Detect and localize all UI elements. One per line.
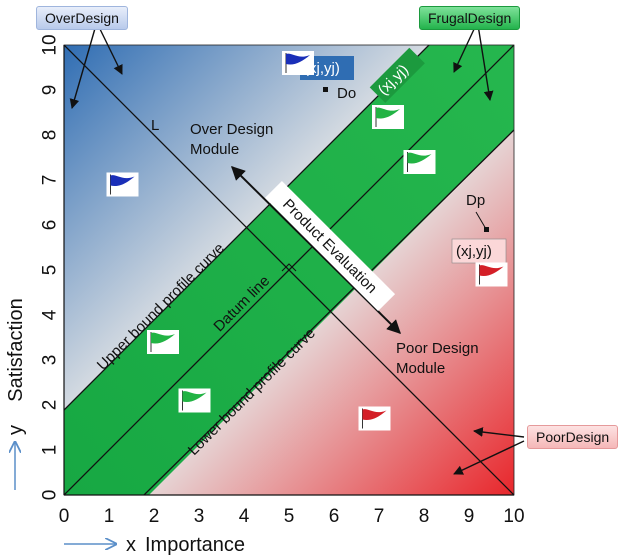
y-tick-label: 0 — [40, 490, 61, 501]
y-tick-label: 3 — [40, 355, 61, 366]
poor-arrow-2 — [453, 440, 525, 475]
flag-green — [403, 150, 436, 174]
flag-red — [358, 406, 391, 431]
y-tick-label: 8 — [40, 130, 61, 141]
line-l-label: L — [151, 117, 159, 134]
product-evaluation-arrow — [231, 166, 401, 334]
dp-point — [484, 227, 489, 232]
y-tick-label: 5 — [40, 265, 61, 276]
overdesign-arrow-2 — [97, 24, 123, 75]
x-tick-label: 4 — [239, 506, 250, 527]
dp-leader — [475, 211, 487, 230]
x-tick-labels: 0 1 2 3 4 5 6 7 8 9 10 — [59, 506, 525, 527]
x-tick-label: 2 — [149, 506, 160, 527]
y-tick-label: 10 — [40, 34, 61, 55]
do-label: Do — [337, 85, 356, 102]
x-tick-label: 9 — [464, 506, 475, 527]
x-tick-label: 1 — [104, 506, 115, 527]
flag-red — [475, 262, 508, 287]
x-tick-label: 8 — [419, 506, 430, 527]
x-axis-variable: x — [126, 534, 136, 556]
x-tick-label: 10 — [503, 506, 524, 527]
flag-blue — [282, 51, 314, 75]
do-point — [323, 87, 328, 92]
dp-label: Dp — [466, 192, 485, 209]
overdesign-arrow-1 — [69, 24, 97, 109]
x-axis-title: Importance — [145, 534, 245, 556]
over-module-label-2: Module — [190, 141, 239, 158]
frugaldesign-tag: FrugalDesign — [419, 6, 521, 30]
y-tick-label: 7 — [40, 175, 61, 186]
flag-green — [372, 105, 404, 129]
product-evaluation-box — [264, 180, 396, 312]
x-tick-label: 6 — [329, 506, 340, 527]
x-tick-label: 3 — [194, 506, 205, 527]
point-label-right: (xj,yj) — [456, 243, 492, 260]
y-tick-label: 6 — [40, 220, 61, 231]
point-label-band-bg — [369, 47, 425, 103]
flag-green — [147, 330, 179, 354]
point-label-right-bg — [451, 238, 507, 264]
frugal-arrow-2 — [477, 24, 494, 101]
y-tick-label: 9 — [40, 85, 61, 96]
y-axis-title: Satisfaction — [5, 298, 27, 401]
x-tick-label: 0 — [59, 506, 70, 527]
frugal-arrow-1 — [453, 24, 477, 73]
poor-arrow-1 — [473, 427, 525, 438]
flag-green — [178, 388, 211, 413]
over-module-label-1: Over Design — [190, 121, 273, 138]
x-tick-label: 7 — [374, 506, 385, 527]
flag-blue — [106, 172, 139, 197]
overdesign-tag: OverDesign — [36, 6, 128, 30]
y-tick-labels: 0 1 2 3 4 5 6 7 8 9 10 — [40, 34, 61, 500]
x-tick-label: 5 — [284, 506, 295, 527]
poor-module-label-2: Module — [396, 360, 445, 377]
product-flags — [106, 51, 508, 431]
y-tick-label: 4 — [40, 309, 61, 320]
poor-module-label-1: Poor Design — [396, 340, 479, 357]
y-axis-variable: y — [5, 425, 27, 435]
y-tick-label: 1 — [40, 445, 61, 456]
poordesign-tag: PoorDesign — [527, 425, 619, 449]
y-tick-label: 2 — [40, 400, 61, 411]
